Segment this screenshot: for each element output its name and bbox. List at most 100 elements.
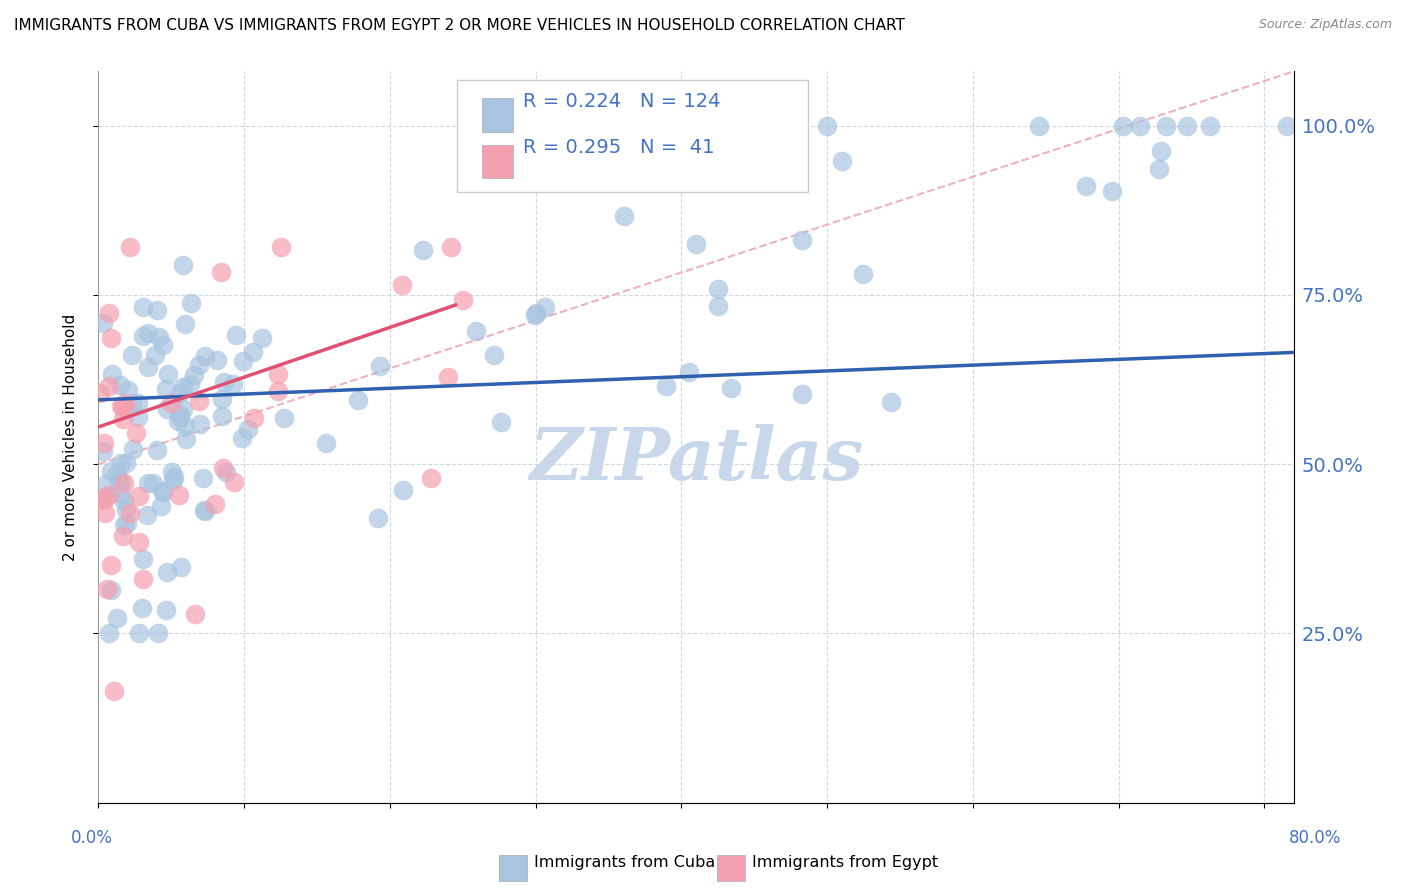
Point [1101, 184, 1123, 198]
Point [131, 552, 153, 566]
Point [100, 558, 122, 573]
Point [115, 516, 138, 530]
Point [97, 305, 120, 319]
Point [212, 376, 235, 390]
Text: R = 0.224   N = 124: R = 0.224 N = 124 [523, 92, 720, 111]
Point [831, 154, 853, 169]
Point [111, 412, 134, 426]
Point [183, 607, 205, 622]
Point [315, 435, 337, 450]
Text: 0.0%: 0.0% [70, 829, 112, 847]
Point [266, 384, 288, 398]
Point [440, 240, 463, 254]
Text: Immigrants from Cuba: Immigrants from Cuba [534, 855, 716, 870]
Text: IMMIGRANTS FROM CUBA VS IMMIGRANTS FROM EGYPT 2 OR MORE VEHICLES IN HOUSEHOLD CO: IMMIGRANTS FROM CUBA VS IMMIGRANTS FROM … [14, 18, 905, 33]
Point [179, 376, 201, 391]
Point [148, 330, 170, 344]
Point [107, 474, 129, 488]
Point [193, 471, 215, 485]
Point [97, 626, 120, 640]
Point [94, 506, 117, 520]
Point [524, 309, 547, 323]
Point [225, 327, 247, 342]
Point [718, 152, 741, 166]
Point [100, 582, 122, 597]
Point [103, 684, 125, 698]
Point [146, 443, 169, 458]
Point [173, 317, 195, 331]
Point [209, 264, 232, 278]
Point [155, 383, 177, 397]
Point [110, 487, 132, 501]
Point [790, 233, 813, 247]
Point [120, 506, 142, 520]
Point [128, 535, 150, 549]
Point [117, 383, 139, 397]
Point [815, 119, 838, 133]
Point [222, 376, 245, 391]
Point [155, 603, 177, 617]
Point [180, 296, 202, 310]
Point [1150, 145, 1173, 159]
Point [96, 475, 118, 490]
Point [96, 582, 118, 597]
Point [148, 626, 170, 640]
Point [852, 267, 875, 281]
Point [114, 494, 136, 508]
Point [146, 302, 169, 317]
Point [169, 386, 191, 401]
Text: Source: ZipAtlas.com: Source: ZipAtlas.com [1258, 18, 1392, 31]
Point [135, 508, 157, 522]
Point [112, 518, 135, 533]
Point [1112, 119, 1135, 133]
Point [105, 467, 128, 482]
Point [156, 566, 179, 580]
Point [194, 504, 217, 518]
Point [172, 380, 194, 394]
Point [152, 483, 174, 498]
Point [655, 378, 678, 392]
Point [188, 358, 211, 372]
Point [194, 349, 217, 363]
Point [172, 258, 194, 272]
Point [132, 572, 155, 586]
Point [211, 409, 233, 423]
Point [392, 483, 415, 497]
Point [412, 244, 434, 258]
Point [101, 368, 124, 382]
Point [125, 425, 148, 440]
Point [110, 457, 132, 471]
Point [142, 476, 165, 491]
Point [100, 331, 122, 345]
Point [267, 367, 290, 381]
Point [465, 324, 488, 338]
Point [215, 465, 238, 479]
Point [419, 471, 441, 485]
Point [548, 157, 571, 171]
Point [1198, 119, 1220, 133]
Point [193, 503, 215, 517]
Point [706, 282, 728, 296]
Point [112, 400, 135, 414]
Point [131, 329, 153, 343]
Point [685, 236, 707, 251]
Point [169, 410, 191, 425]
Point [1156, 119, 1178, 133]
Point [174, 419, 197, 434]
Point [273, 410, 295, 425]
Point [707, 299, 730, 313]
Point [110, 475, 132, 489]
Point [162, 470, 184, 484]
Point [242, 344, 264, 359]
Point [347, 392, 370, 407]
Point [1175, 119, 1198, 133]
Text: Immigrants from Egypt: Immigrants from Egypt [752, 855, 938, 870]
Point [437, 370, 460, 384]
Point [167, 407, 190, 421]
Point [187, 394, 209, 409]
Point [172, 402, 194, 417]
Point [105, 610, 128, 624]
Point [270, 240, 292, 254]
Point [127, 396, 149, 410]
Point [112, 475, 135, 490]
